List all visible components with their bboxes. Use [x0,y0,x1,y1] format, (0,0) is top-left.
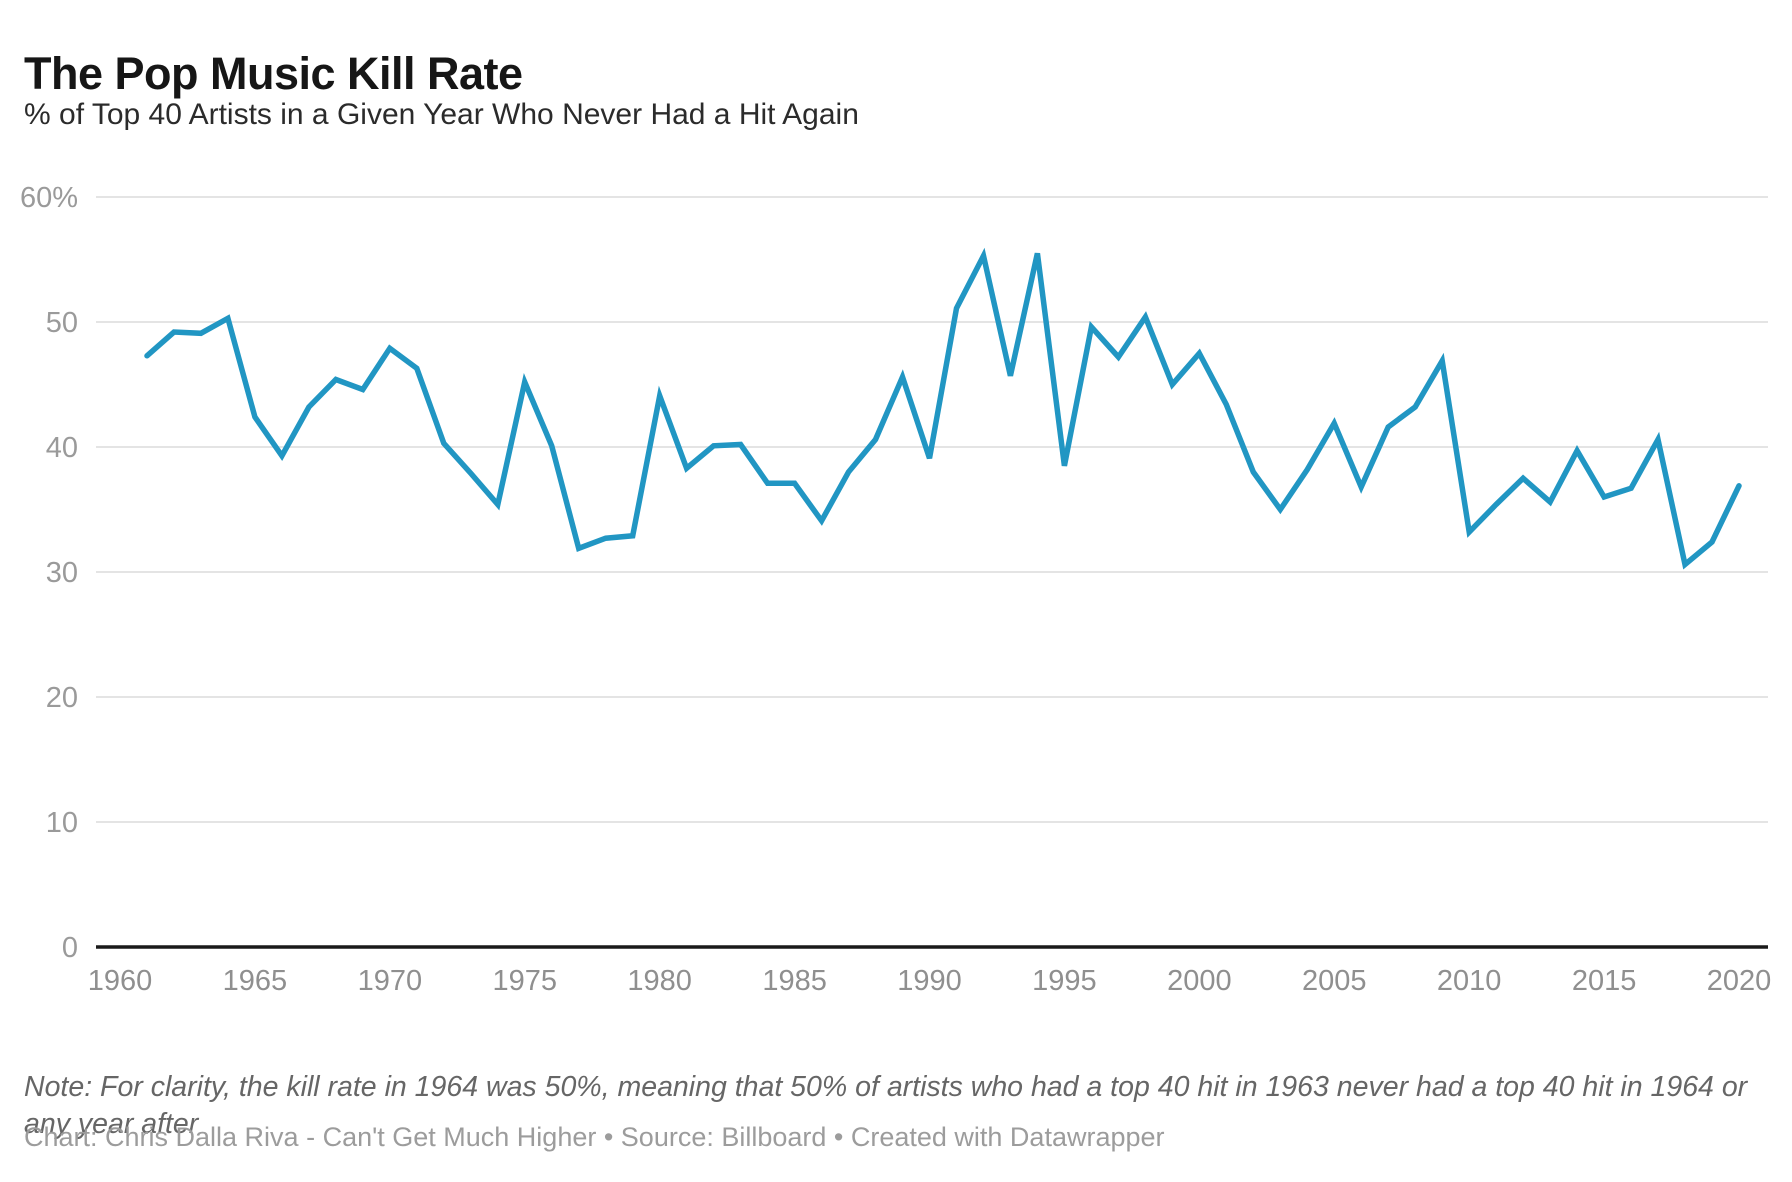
y-tick-label: 0 [62,932,78,964]
page-title: The Pop Music Kill Rate [24,48,523,100]
x-tick-label: 1980 [627,965,692,997]
x-tick-label: 1970 [358,965,423,997]
x-tick-label: 2020 [1707,965,1772,997]
x-tick-label: 2000 [1167,965,1232,997]
data-line [144,247,1742,570]
y-tick-label: 60% [20,182,78,214]
y-tick-label: 40 [46,432,78,464]
x-tick-label: 1965 [223,965,288,997]
x-tick-label: 1995 [1032,965,1097,997]
chart-attribution: Chart: Chris Dalla Riva - Can't Get Much… [24,1122,1165,1152]
x-tick-label: 2015 [1572,965,1637,997]
x-tick-label: 2010 [1437,965,1502,997]
x-tick-label: 1985 [762,965,827,997]
x-tick-label: 1975 [492,965,557,997]
x-tick-label: 1960 [88,965,153,997]
chart-note: Note: For clarity, the kill rate in 1964… [24,1070,1748,1141]
y-tick-label: 30 [46,557,78,589]
y-tick-label: 10 [46,807,78,839]
chart-subtitle: % of Top 40 Artists in a Given Year Who … [24,98,859,131]
y-tick-label: 50 [46,307,78,339]
y-tick-label: 20 [46,682,78,714]
x-tick-label: 1990 [897,965,962,997]
x-tick-label: 2005 [1302,965,1367,997]
